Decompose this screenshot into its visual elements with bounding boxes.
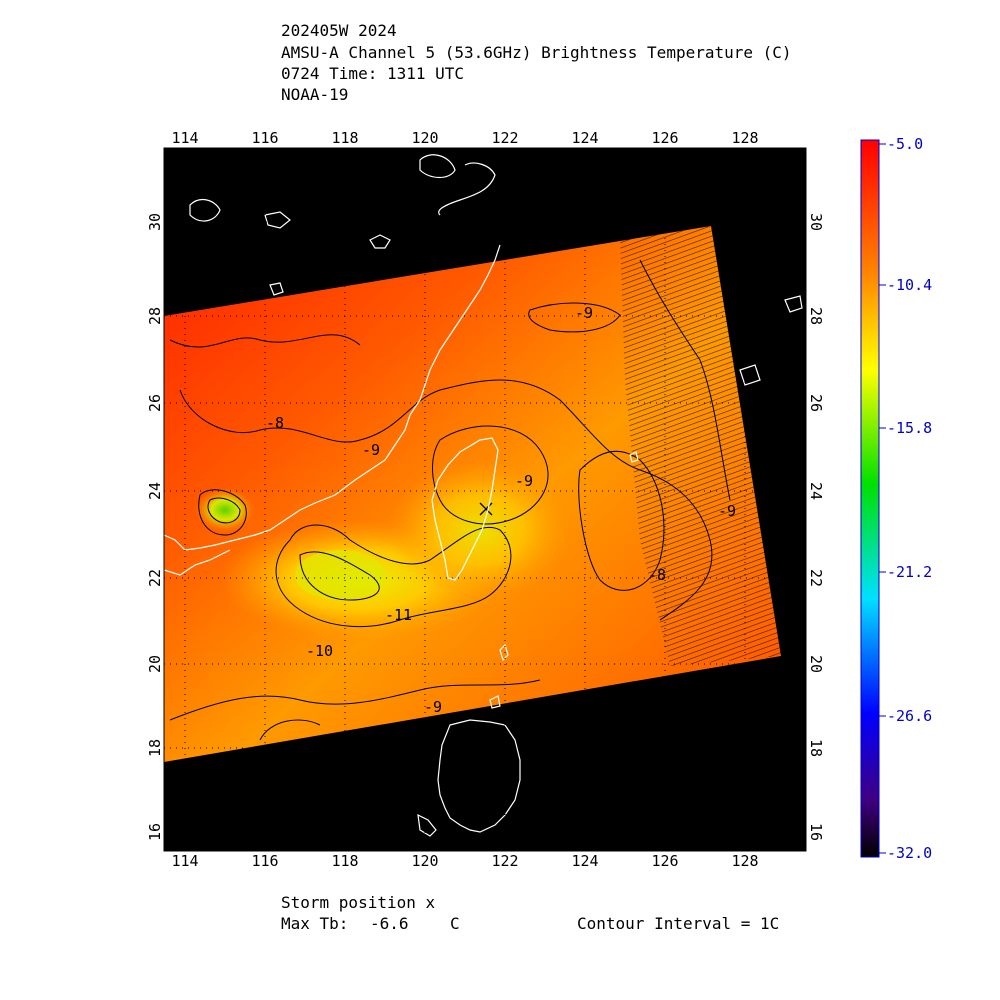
lon-tick-label: 118 bbox=[331, 129, 358, 147]
lat-labels-right: 30 28 26 24 22 20 18 16 bbox=[807, 213, 825, 841]
lon-tick-label: 114 bbox=[171, 852, 198, 870]
lon-tick-label: 124 bbox=[571, 129, 598, 147]
lon-tick-label: 122 bbox=[491, 129, 518, 147]
contour-label: -9 bbox=[718, 502, 736, 520]
lon-tick-label: 120 bbox=[411, 852, 438, 870]
colorbar-label: -10.4 bbox=[887, 276, 932, 294]
title-storm-id: 202405W 2024 bbox=[281, 21, 397, 40]
lon-tick-label: 118 bbox=[331, 852, 358, 870]
lon-tick-label: 124 bbox=[571, 852, 598, 870]
contour-label: -9 bbox=[424, 698, 442, 716]
colorbar-label: -32.0 bbox=[887, 844, 932, 862]
contour-interval: Contour Interval = 1C bbox=[577, 914, 780, 933]
title-product: AMSU-A Channel 5 (53.6GHz) Brightness Te… bbox=[281, 43, 792, 62]
lat-tick-label: 30 bbox=[146, 213, 164, 231]
contour-lines bbox=[169, 259, 731, 741]
contour-label: -9 bbox=[362, 441, 380, 459]
colorbar-label: -21.2 bbox=[887, 563, 932, 581]
lon-tick-label: 122 bbox=[491, 852, 518, 870]
max-tb-value: -6.6 bbox=[370, 914, 409, 933]
contour-label: -10 bbox=[306, 642, 333, 660]
lat-tick-label: 26 bbox=[146, 394, 164, 412]
lon-tick-label: 126 bbox=[651, 852, 678, 870]
tick-marks bbox=[184, 148, 746, 153]
lat-tick-label: 16 bbox=[146, 823, 164, 841]
lat-tick-label: 22 bbox=[146, 569, 164, 587]
contour-label: -8 bbox=[266, 414, 284, 432]
coldest-area bbox=[295, 550, 385, 600]
lat-tick-label: 30 bbox=[807, 213, 825, 231]
lat-tick-label: 18 bbox=[146, 739, 164, 757]
colorbar-label: -5.0 bbox=[887, 135, 923, 153]
lat-tick-label: 24 bbox=[807, 482, 825, 500]
lat-tick-label: 26 bbox=[807, 394, 825, 412]
lon-tick-label: 114 bbox=[171, 129, 198, 147]
lon-labels-top: 114 116 118 120 122 124 126 128 bbox=[171, 129, 758, 147]
lat-tick-label: 20 bbox=[807, 655, 825, 673]
lon-tick-label: 116 bbox=[251, 129, 278, 147]
coastlines bbox=[164, 154, 803, 837]
contour-label: -8 bbox=[648, 566, 666, 584]
contour-label-group: -9 -8 -9 -9 -10 -11 -8 -9 -9 bbox=[266, 304, 736, 716]
lat-tick-label: 28 bbox=[807, 307, 825, 325]
lon-tick-label: 128 bbox=[731, 129, 758, 147]
storm-position-label: Storm position x bbox=[281, 893, 436, 912]
lat-tick-label: 16 bbox=[807, 823, 825, 841]
max-tb-label: Max Tb: bbox=[281, 914, 349, 933]
contour-label: -11 bbox=[385, 606, 412, 624]
max-tb-unit: C bbox=[450, 914, 460, 933]
lon-tick-label: 128 bbox=[731, 852, 758, 870]
lon-labels-bottom: 114 116 118 120 122 124 126 128 bbox=[171, 852, 758, 870]
lon-tick-label: 126 bbox=[651, 129, 678, 147]
hatched-region bbox=[620, 226, 781, 666]
colorbar-label: -26.6 bbox=[887, 707, 932, 725]
colorbar bbox=[860, 139, 880, 858]
map-frame bbox=[163, 147, 807, 852]
lat-tick-label: 20 bbox=[146, 655, 164, 673]
colorbar-ticks bbox=[879, 143, 886, 854]
lat-tick-label: 18 bbox=[807, 739, 825, 757]
title-time: 0724 Time: 1311 UTC bbox=[281, 64, 465, 83]
lat-labels-left: 30 28 26 24 22 20 18 16 bbox=[146, 213, 164, 841]
colorbar-labels: -5.0 -10.4 -15.8 -21.2 -26.6 -32.0 bbox=[887, 135, 932, 862]
storm-position-marker bbox=[479, 502, 493, 516]
cool-area-east bbox=[390, 460, 570, 600]
lat-tick-label: 22 bbox=[807, 569, 825, 587]
contour-label: -9 bbox=[515, 472, 533, 490]
lon-tick-label: 116 bbox=[251, 852, 278, 870]
lon-tick-label: 120 bbox=[411, 129, 438, 147]
colorbar-label: -15.8 bbox=[887, 419, 932, 437]
title-satellite: NOAA-19 bbox=[281, 85, 349, 104]
lat-tick-label: 28 bbox=[146, 307, 164, 325]
lat-tick-label: 24 bbox=[146, 482, 164, 500]
contour-label: -9 bbox=[575, 304, 593, 322]
